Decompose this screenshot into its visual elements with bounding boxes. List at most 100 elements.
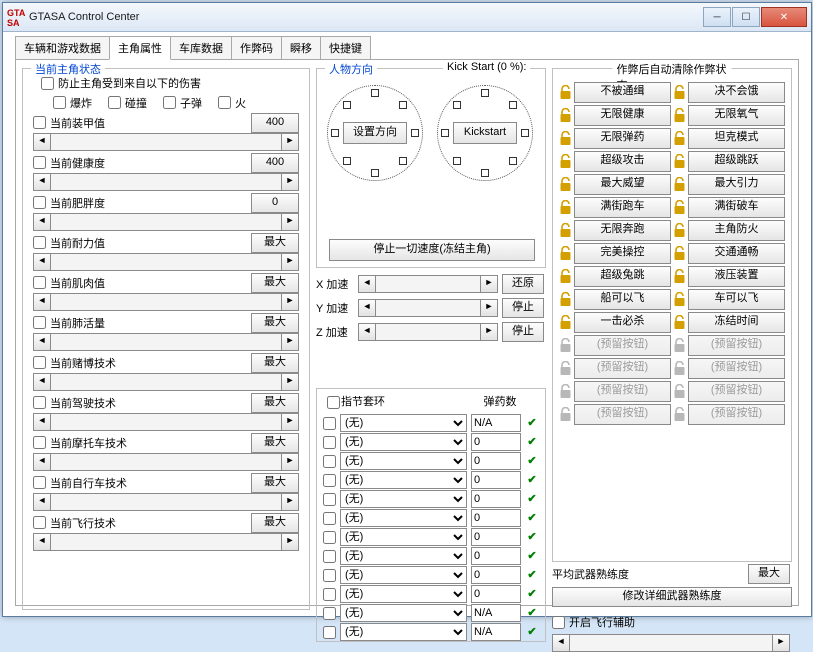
stat-checkbox[interactable]: 当前肌肉值: [33, 275, 105, 291]
arrow-right-icon[interactable]: ►: [281, 133, 299, 151]
stat-checkbox[interactable]: 当前摩托车技术: [33, 435, 127, 451]
arrow-left-icon[interactable]: ◄: [358, 275, 376, 293]
cheat-button[interactable]: 车可以飞: [688, 289, 785, 310]
stat-set-button[interactable]: 0: [251, 193, 299, 213]
avg-weapon-max-button[interactable]: 最大: [748, 564, 790, 584]
knuckle-ammo-input[interactable]: [471, 490, 521, 508]
stat-set-button[interactable]: 最大: [251, 353, 299, 373]
tab-1[interactable]: 主角属性: [109, 36, 171, 60]
stat-checkbox[interactable]: 当前肥胖度: [33, 195, 105, 211]
cheat-button[interactable]: 一击必杀: [574, 312, 671, 333]
arrow-right-icon[interactable]: ►: [281, 293, 299, 311]
cheat-button[interactable]: 船可以飞: [574, 289, 671, 310]
stat-checkbox[interactable]: 当前飞行技术: [33, 515, 116, 531]
arrow-right-icon[interactable]: ►: [281, 373, 299, 391]
cheat-button[interactable]: 超级跳跃: [688, 151, 785, 172]
set-direction-button[interactable]: 设置方向: [343, 122, 407, 144]
stat-checkbox[interactable]: 当前肺活量: [33, 315, 105, 331]
arrow-left-icon[interactable]: ◄: [33, 453, 51, 471]
knuckle-row-checkbox[interactable]: [323, 417, 336, 430]
cheat-button[interactable]: 液压装置: [688, 266, 785, 287]
knuckle-header-checkbox[interactable]: [327, 396, 340, 409]
knuckle-ammo-input[interactable]: [471, 471, 521, 489]
arrow-right-icon[interactable]: ►: [281, 213, 299, 231]
close-button[interactable]: ✕: [761, 7, 807, 27]
accel-button[interactable]: 停止: [502, 298, 544, 318]
cheat-button[interactable]: 决不会饿: [688, 82, 785, 103]
arrow-right-icon[interactable]: ►: [480, 275, 498, 293]
arrow-left-icon[interactable]: ◄: [33, 333, 51, 351]
knuckle-row-checkbox[interactable]: [323, 531, 336, 544]
knuckle-row-checkbox[interactable]: [323, 493, 336, 506]
arrow-left-icon[interactable]: ◄: [33, 213, 51, 231]
stat-set-button[interactable]: 最大: [251, 513, 299, 533]
knuckle-select[interactable]: (无): [340, 623, 467, 641]
tab-3[interactable]: 作弊码: [231, 36, 282, 60]
knuckle-row-checkbox[interactable]: [323, 436, 336, 449]
cheat-button[interactable]: 无限氧气: [688, 105, 785, 126]
stop-all-speed-button[interactable]: 停止一切速度(冻结主角): [329, 239, 535, 261]
arrow-left-icon[interactable]: ◄: [33, 253, 51, 271]
arrow-left-icon[interactable]: ◄: [33, 493, 51, 511]
knuckle-row-checkbox[interactable]: [323, 474, 336, 487]
tab-5[interactable]: 快捷键: [320, 36, 371, 60]
knuckle-select[interactable]: (无): [340, 566, 467, 584]
knuckle-select[interactable]: (无): [340, 433, 467, 451]
knuckle-ammo-input[interactable]: [471, 623, 521, 641]
accel-slider[interactable]: ◄►: [358, 323, 498, 341]
arrow-right-icon[interactable]: ►: [281, 413, 299, 431]
stat-checkbox[interactable]: 当前装甲值: [33, 115, 105, 131]
knuckle-select[interactable]: (无): [340, 471, 467, 489]
arrow-left-icon[interactable]: ◄: [33, 133, 51, 151]
knuckle-row-checkbox[interactable]: [323, 626, 336, 639]
tab-4[interactable]: 瞬移: [281, 36, 321, 60]
knuckle-select[interactable]: (无): [340, 604, 467, 622]
tab-2[interactable]: 车库数据: [170, 36, 232, 60]
arrow-right-icon[interactable]: ►: [281, 333, 299, 351]
cheat-button[interactable]: 超级兔跳: [574, 266, 671, 287]
stat-slider[interactable]: ◄►: [33, 133, 299, 151]
knuckle-ammo-input[interactable]: [471, 547, 521, 565]
cheat-button[interactable]: 无限弹药: [574, 128, 671, 149]
tab-0[interactable]: 车辆和游戏数据: [15, 36, 110, 60]
knuckle-select[interactable]: (无): [340, 547, 467, 565]
knuckle-select[interactable]: (无): [340, 452, 467, 470]
knuckle-ammo-input[interactable]: [471, 433, 521, 451]
cheat-button[interactable]: 坦克模式: [688, 128, 785, 149]
harm-opt-2[interactable]: 子弹: [163, 95, 202, 111]
stat-slider[interactable]: ◄►: [33, 213, 299, 231]
stat-checkbox[interactable]: 当前健康度: [33, 155, 105, 171]
cheat-button[interactable]: 主角防火: [688, 220, 785, 241]
cheat-button[interactable]: 不被通缉: [574, 82, 671, 103]
knuckle-row-checkbox[interactable]: [323, 569, 336, 582]
knuckle-select[interactable]: (无): [340, 414, 467, 432]
harm-opt-3[interactable]: 火: [218, 95, 246, 111]
stat-checkbox[interactable]: 当前驾驶技术: [33, 395, 116, 411]
stat-set-button[interactable]: 最大: [251, 433, 299, 453]
knuckle-ammo-input[interactable]: [471, 566, 521, 584]
arrow-left-icon[interactable]: ◄: [358, 323, 376, 341]
accel-slider[interactable]: ◄►: [358, 299, 498, 317]
stat-set-button[interactable]: 最大: [251, 233, 299, 253]
arrow-right-icon[interactable]: ►: [281, 533, 299, 551]
accel-button[interactable]: 停止: [502, 322, 544, 342]
knuckle-ammo-input[interactable]: [471, 452, 521, 470]
arrow-left-icon[interactable]: ◄: [552, 634, 570, 652]
cheat-button[interactable]: 无限健康: [574, 105, 671, 126]
arrow-right-icon[interactable]: ►: [281, 173, 299, 191]
arrow-left-icon[interactable]: ◄: [33, 173, 51, 191]
cheat-button[interactable]: 交通通畅: [688, 243, 785, 264]
arrow-left-icon[interactable]: ◄: [33, 413, 51, 431]
stat-slider[interactable]: ◄►: [33, 413, 299, 431]
arrow-right-icon[interactable]: ►: [281, 253, 299, 271]
knuckle-select[interactable]: (无): [340, 490, 467, 508]
stat-slider[interactable]: ◄►: [33, 253, 299, 271]
cheat-button[interactable]: 超级攻击: [574, 151, 671, 172]
stat-checkbox[interactable]: 当前耐力值: [33, 235, 105, 251]
prevent-harm-checkbox[interactable]: 防止主角受到来自以下的伤害: [41, 75, 201, 91]
weapon-detail-button[interactable]: 修改详细武器熟练度: [552, 587, 792, 607]
knuckle-select[interactable]: (无): [340, 585, 467, 603]
arrow-left-icon[interactable]: ◄: [33, 293, 51, 311]
knuckle-ammo-input[interactable]: [471, 509, 521, 527]
arrow-left-icon[interactable]: ◄: [33, 373, 51, 391]
